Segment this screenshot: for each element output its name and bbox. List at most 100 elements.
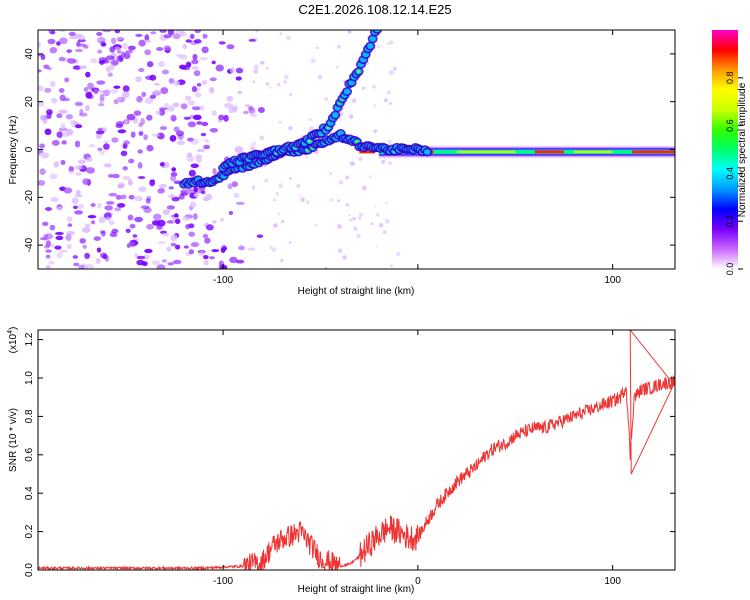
noise-blob [62,97,70,102]
noise-blob [39,143,45,149]
noise-blob [91,220,95,225]
noise-blob [138,39,146,47]
noise-blob [140,118,145,125]
noise-blob [146,146,152,150]
sparse-noise-dot [278,183,283,188]
noise-blob [93,236,102,242]
bottom-x-tick-label: 0 [415,576,421,587]
noise-blob [128,241,136,247]
noise-blob [83,87,89,92]
sparse-noise-dot [305,200,310,205]
noise-blob [117,182,126,188]
noise-blob [90,58,98,64]
noise-blob [48,260,55,265]
noise-blob [62,131,70,138]
branch-body [343,88,351,95]
noise-blob [146,114,153,121]
sparse-noise-dot [382,230,387,235]
noise-blob [42,119,48,124]
noise-blob [133,110,142,116]
noise-blob [202,233,208,239]
noise-blob [123,52,131,60]
noise-blob [115,195,122,200]
noise-blob [165,161,170,169]
noise-blob [144,34,150,42]
noise-blob [171,167,177,172]
noise-blob [66,216,73,222]
top-x-tick-label: 100 [604,275,621,286]
noise-blob [224,103,234,109]
noise-blob [235,201,245,205]
sparse-noise-dot [251,186,255,190]
sparse-noise-dot [372,85,376,89]
noise-blob [193,70,201,77]
noise-blob [157,241,166,245]
noise-blob [192,54,198,60]
noise-blob [183,116,191,120]
noise-blob [44,233,53,240]
noise-blob [56,205,63,211]
noise-blob [56,131,63,139]
noise-blob [55,235,64,241]
noise-blob [123,140,130,145]
noise-blob [46,112,52,119]
noise-blob [69,36,78,40]
snr-multiplier-exponent: 4 [7,330,14,334]
noise-blob [108,220,115,225]
top-y-tick-label: 0 [24,146,35,152]
noise-blob [196,83,202,87]
sparse-noise-dot [265,67,269,70]
noise-blob [137,162,143,169]
sparse-noise-dot [384,98,388,103]
noise-blob [203,260,209,266]
sparse-noise-dot [268,86,272,89]
sparse-noise-dot [289,92,293,96]
noise-blob [146,223,154,230]
noise-blob [78,35,86,41]
noise-blob [144,97,154,104]
noise-blob [74,140,81,148]
sparse-noise-dot [308,126,314,132]
bottom-y-tick-label: 0.6 [24,447,35,461]
sparse-noise-dot [271,247,277,253]
noise-blob [145,198,151,204]
noise-blob [85,91,93,99]
carrier-core [632,150,675,154]
sparse-noise-dot [329,171,333,176]
noise-blob [82,244,87,249]
noise-blob [227,183,233,190]
sparse-noise-dot [368,175,372,178]
noise-blob [167,30,175,36]
noise-blob [158,187,166,194]
branch-body [369,36,376,42]
noise-blob [51,97,58,104]
noise-blob [190,242,200,247]
sparse-noise-dot [375,212,380,217]
noise-blob [223,114,229,122]
noise-blob [113,85,121,89]
sparse-noise-dot [324,97,329,101]
noise-blob [67,58,76,64]
noise-blob [127,179,133,186]
sparse-noise-dot [296,183,301,188]
noise-blob [130,131,136,138]
sparse-noise-dot [288,241,292,244]
noise-blob [183,245,189,249]
noise-blob [64,77,70,83]
noise-blob [193,193,199,198]
sparse-noise-dot [388,101,393,105]
noise-blob [59,249,69,253]
noise-blob [174,213,179,218]
noise-blob [114,207,122,212]
noise-blob [44,87,52,93]
noise-blob [248,107,256,114]
top-y-tick-label: -20 [24,190,35,205]
figure-title: C2E1.2026.108.12.14.E25 [298,2,452,17]
noise-blob [200,132,207,137]
noise-blob [110,59,119,66]
noise-blob [175,130,185,137]
noise-blob [212,220,217,224]
noise-blob [134,252,139,258]
noise-blob [182,216,191,221]
sparse-noise-dot [277,212,281,216]
